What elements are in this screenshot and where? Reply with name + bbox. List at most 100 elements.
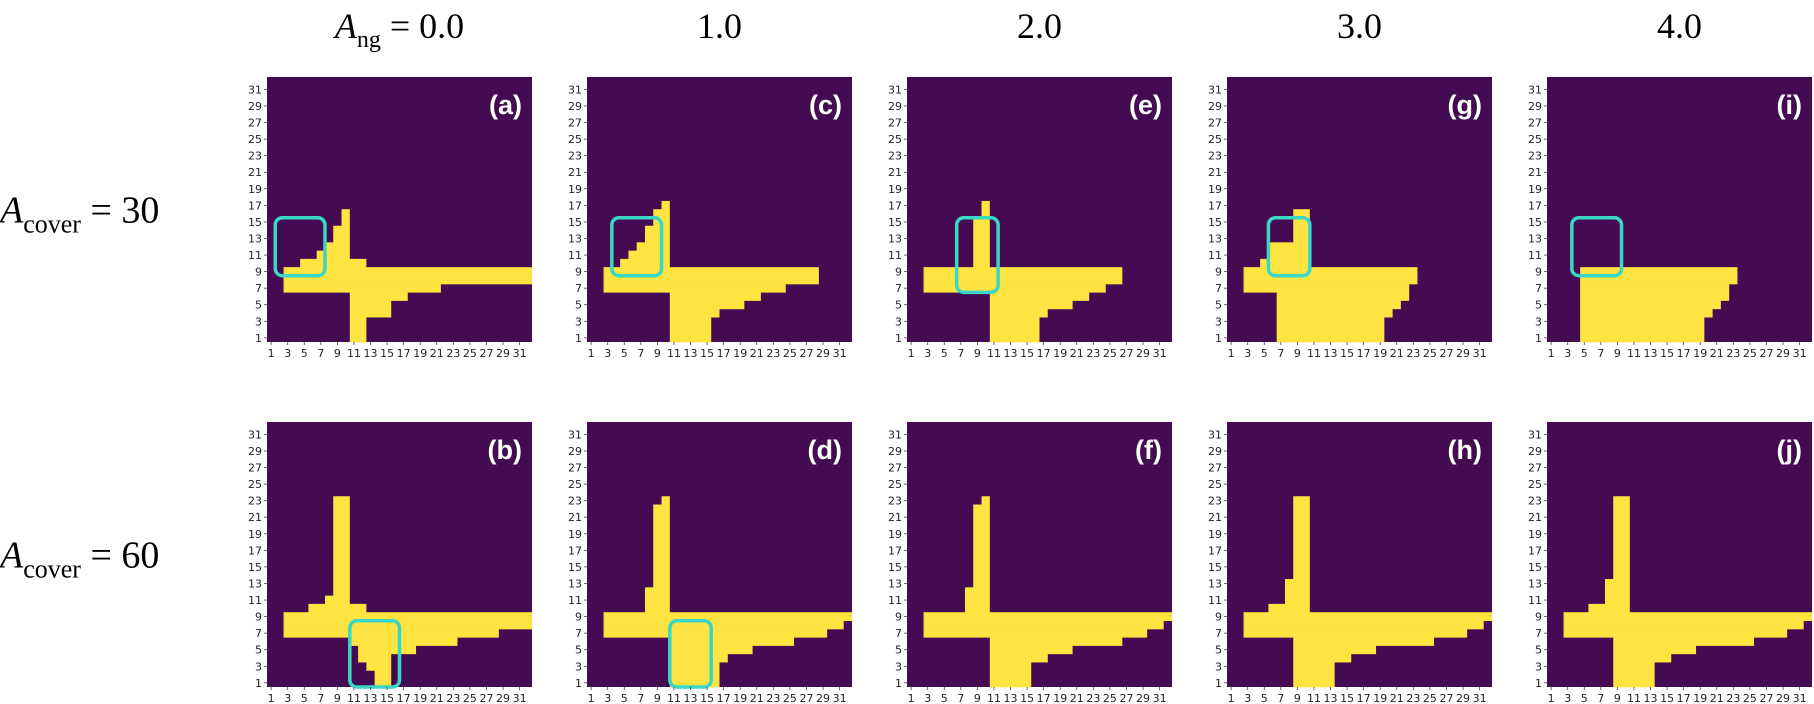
x-tick-label: 29 [496, 347, 510, 360]
x-tick-label: 21 [1390, 347, 1404, 360]
x-tick-label: 11 [1627, 692, 1641, 704]
cell-run-r15 [973, 562, 990, 572]
y-tick-label: 25 [248, 478, 262, 491]
cell-run-r18 [973, 537, 990, 547]
cell-run-r17 [661, 200, 670, 210]
x-tick-label: 15 [700, 692, 714, 704]
y-tick-label: 19 [888, 528, 902, 541]
x-tick-label: 3 [1564, 692, 1571, 704]
cell-run-r10 [644, 603, 670, 613]
cell-run-r2 [1580, 325, 1705, 335]
y-tick-label: 15 [248, 561, 262, 574]
x-tick-label: 29 [816, 692, 830, 704]
y-tick-label: 1 [575, 677, 582, 690]
x-tick-label: 1 [1548, 347, 1555, 360]
x-tick-label: 15 [1020, 692, 1034, 704]
cell-run-r23 [661, 496, 670, 506]
cell-run-r9 [923, 612, 1172, 622]
y-tick-label: 13 [1208, 232, 1222, 245]
x-tick-label: 7 [317, 347, 324, 360]
cell-run-r15 [973, 217, 990, 227]
cell-run-r3 [1580, 316, 1705, 326]
x-tick-label: 1 [268, 347, 275, 360]
y-tick-label: 5 [255, 299, 262, 312]
y-tick-label: 7 [255, 627, 262, 640]
cell-run-r9 [283, 612, 532, 622]
x-tick-label: 25 [783, 692, 797, 704]
y-tick-label: 27 [888, 462, 902, 475]
cell-run-r3 [669, 316, 712, 326]
x-tick-label: 13 [1004, 692, 1018, 704]
x-tick-label: 31 [1473, 347, 1487, 360]
y-tick-label: 29 [888, 100, 902, 113]
x-tick-label: 3 [1244, 692, 1251, 704]
x-tick-label: 11 [667, 692, 681, 704]
cell-run-r16 [341, 209, 350, 219]
cell-run-r23 [1613, 496, 1630, 506]
x-tick-label: 13 [1324, 347, 1338, 360]
cell-run-r16 [333, 554, 350, 564]
y-tick-label: 17 [1528, 199, 1542, 212]
cell-run-r8 [603, 275, 819, 285]
y-tick-label: 5 [575, 299, 582, 312]
y-tick-label: 9 [255, 266, 262, 279]
x-tick-label: 31 [1793, 347, 1807, 360]
cell-run-r13 [1604, 579, 1630, 588]
cell-run-r14 [333, 225, 350, 235]
y-tick-label: 5 [895, 644, 902, 657]
cell-run-r22 [333, 504, 350, 514]
x-tick-label: 29 [1776, 692, 1790, 704]
cell-run-r1 [374, 678, 392, 688]
y-tick-label: 25 [568, 478, 582, 491]
column-title-4: 4.0 [1657, 6, 1702, 46]
cell-run-r15 [653, 562, 670, 572]
y-tick-label: 11 [568, 249, 582, 262]
x-tick-label: 29 [1456, 347, 1470, 360]
x-tick-label: 5 [1581, 347, 1588, 360]
x-tick-label: 13 [1324, 692, 1338, 704]
cell-run-r10 [973, 258, 990, 268]
x-tick-label: 9 [974, 692, 981, 704]
y-tick-label: 15 [1528, 216, 1542, 229]
y-tick-label: 17 [568, 199, 582, 212]
x-tick-label: 1 [1228, 692, 1235, 704]
y-tick-label: 27 [248, 462, 262, 475]
x-tick-label: 23 [446, 692, 460, 704]
x-tick-label: 13 [684, 347, 698, 360]
x-tick-label: 29 [1136, 692, 1150, 704]
x-tick-label: 1 [1548, 692, 1555, 704]
y-tick-label: 31 [568, 428, 582, 441]
x-tick-label: 23 [766, 347, 780, 360]
cell-run-r20 [333, 521, 350, 530]
cell-run-r7 [1243, 628, 1468, 638]
y-tick-label: 1 [1535, 332, 1542, 345]
cell-run-r7 [603, 628, 828, 638]
x-tick-label: 19 [733, 692, 747, 704]
y-tick-label: 31 [1528, 428, 1542, 441]
cell-run-r6 [349, 637, 458, 646]
x-tick-label: 7 [1597, 692, 1604, 704]
cell-run-r8 [1243, 275, 1418, 285]
y-tick-label: 13 [568, 232, 582, 245]
cell-run-r9 [1243, 612, 1492, 622]
y-tick-label: 5 [1215, 644, 1222, 657]
y-tick-label: 11 [888, 594, 902, 607]
cell-run-r13 [973, 579, 990, 588]
cell-run-r20 [1293, 521, 1310, 530]
y-tick-label: 31 [248, 428, 262, 441]
y-tick-label: 3 [575, 660, 582, 673]
cell-run-r9 [923, 267, 1123, 277]
x-tick-label: 25 [783, 347, 797, 360]
y-tick-label: 11 [1208, 594, 1222, 607]
x-tick-label: 23 [1086, 347, 1100, 360]
cell-run-r12 [636, 242, 670, 252]
x-tick-label: 15 [380, 347, 394, 360]
cell-run-r22 [653, 504, 670, 514]
x-tick-label: 19 [1693, 692, 1707, 704]
cell-run-r7 [923, 283, 1106, 293]
y-tick-label: 7 [575, 627, 582, 640]
